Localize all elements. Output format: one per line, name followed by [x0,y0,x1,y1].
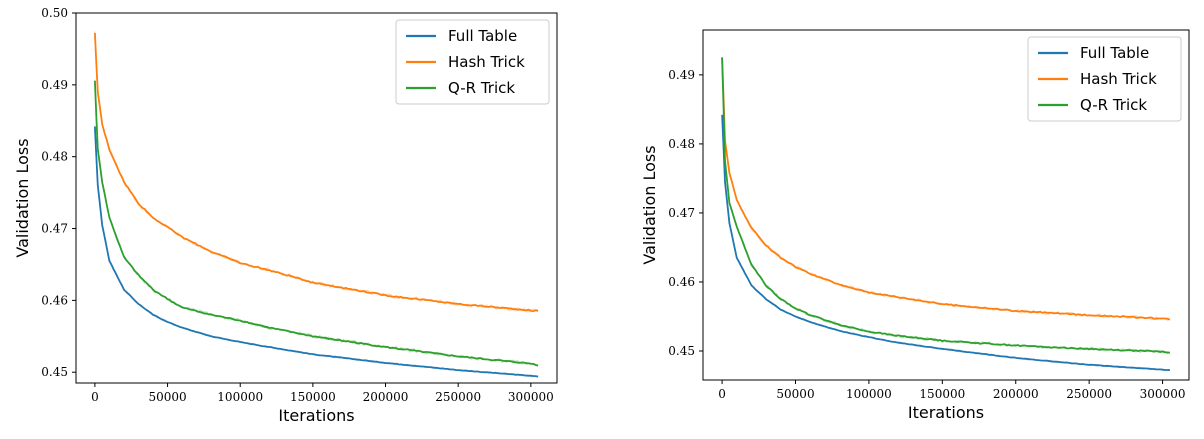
series-line [94,126,539,378]
x-tick-label: 50000 [776,387,814,401]
x-tick-label: 150000 [919,387,965,401]
legend: Full Table Hash Trick Q-R Trick [1027,36,1182,122]
x-tick-label: 300000 [1140,387,1186,401]
legend-entry: Q-R Trick [448,79,515,97]
chart-left: 0 50000 100000 150000 200000 250000 300000 0.45… [13,6,558,425]
series-q-r-trick [94,79,539,367]
y-tick-label: 0.48 [668,137,695,151]
x-tick-label: 300000 [508,390,554,404]
legend: Full Table Hash Trick Q-R Trick [395,19,550,105]
x-tick-label: 50000 [148,390,186,404]
series-full-table [94,125,539,378]
legend-box [1027,36,1182,122]
x-tick-label: 250000 [435,390,481,404]
y-axis-label: Validation Loss [640,145,659,264]
legend-entry: Hash Trick [1080,70,1157,88]
series-line [721,114,1170,372]
x-tick-label: 200000 [993,387,1039,401]
series-line [94,32,539,313]
y-tick-label: 0.46 [668,275,695,289]
series-q-r-trick [721,57,1171,355]
y-tick-label: 0.47 [41,222,68,236]
series-line [721,57,1171,321]
y-tick-label: 0.47 [668,206,695,220]
x-tick-label: 0 [91,390,99,404]
y-tick-label: 0.45 [41,365,68,379]
y-axis-label: Validation Loss [13,138,32,257]
x-axis-label: Iterations [908,403,984,422]
legend-entry: Full Table [448,27,517,45]
series-noise-band [94,125,539,378]
y-tick-label: 0.50 [41,6,68,20]
y-tick-label: 0.48 [41,150,68,164]
x-tick-label: 100000 [846,387,892,401]
series-line [94,80,539,367]
chart-right: 0 50000 100000 150000 200000 250000 300000 0.45… [640,29,1190,422]
series-full-table [721,114,1170,372]
legend-entry: Hash Trick [448,53,525,71]
y-tick-label: 0.46 [41,293,68,307]
y-tick-label: 0.49 [41,78,68,92]
series-hash-trick [94,31,539,313]
legend-entry: Full Table [1080,44,1149,62]
x-axis-label: Iterations [278,406,354,425]
legend-box [395,19,550,105]
x-tick-label: 250000 [1066,387,1112,401]
series-noise-band [721,115,1170,372]
x-tick-label: 150000 [290,390,336,404]
x-tick-label: 0 [718,387,726,401]
series-hash-trick [721,57,1171,322]
y-tick-label: 0.45 [668,344,695,358]
series-line [721,57,1170,354]
axes-frame [702,29,1190,381]
x-tick-label: 200000 [363,390,409,404]
y-tick-label: 0.49 [668,68,695,82]
legend-entry: Q-R Trick [1080,96,1147,114]
x-tick-label: 100000 [217,390,263,404]
axes-frame [75,12,558,384]
